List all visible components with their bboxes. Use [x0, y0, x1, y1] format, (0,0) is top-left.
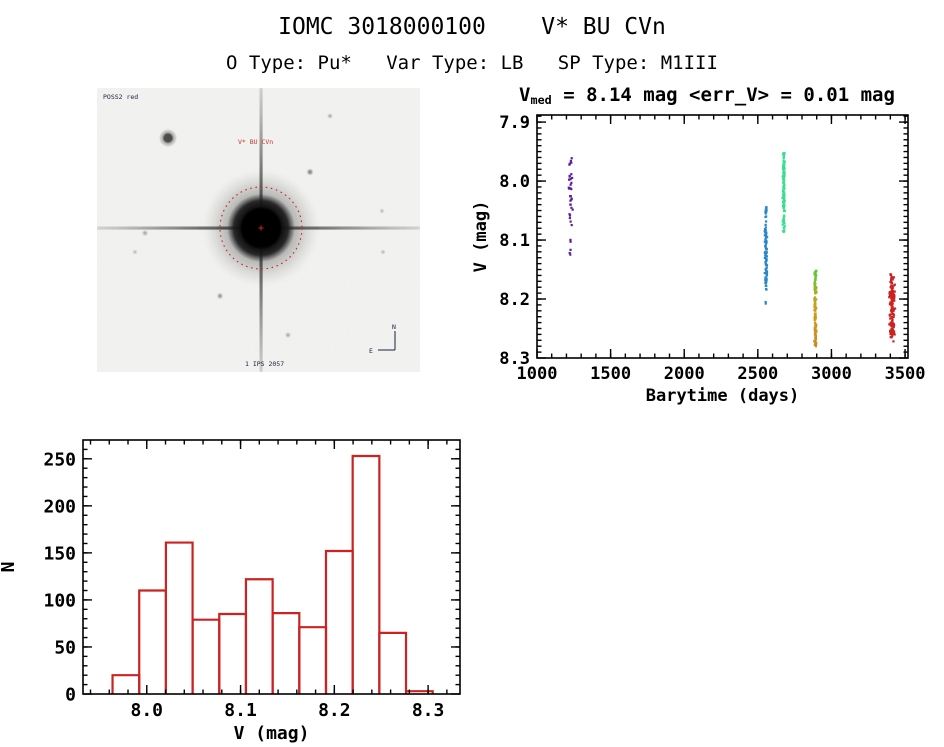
data-points-epoch-5 — [888, 273, 897, 343]
x-axis-label: V (mag) — [234, 723, 310, 744]
plot-frame — [82, 439, 461, 695]
lightcurve-plot: 1000 1500 2000 2500 3000 3500 7.9 8.0 8.1 8.2 8.3 B… — [471, 113, 926, 406]
target-cross-icon — [258, 225, 264, 231]
histogram-bar — [324, 549, 354, 694]
svg-text:150: 150 — [43, 543, 76, 564]
tick-labels: 1000 1500 2000 2500 3000 3500 7.9 8.0 8.1 8.2 8.3 — [499, 113, 925, 384]
histogram-bar — [218, 612, 248, 694]
tick-labels: 8.0 8.1 8.2 8.3 0 50 100 150 200 250 — [43, 449, 444, 721]
histogram-bars — [111, 454, 434, 694]
x-axis-label: Barytime (days) — [646, 386, 800, 406]
star-field: POSS2 red V* BU CVn 1 IPS 2057 N E — [97, 88, 420, 372]
data-points-epoch-2 — [763, 206, 769, 305]
svg-text:2500: 2500 — [737, 364, 778, 384]
axis-ticks — [83, 440, 460, 695]
svg-text:8.0: 8.0 — [131, 700, 164, 721]
histogram-bar — [111, 674, 141, 694]
svg-text:250: 250 — [43, 449, 76, 470]
svg-text:50: 50 — [54, 637, 76, 658]
plot-frame — [536, 114, 909, 359]
field-stars — [133, 114, 385, 337]
histogram-bar — [191, 618, 221, 694]
svg-text:8.1: 8.1 — [224, 700, 257, 721]
compass-icon: N E — [369, 323, 396, 355]
svg-text:N: N — [392, 323, 396, 331]
svg-text:8.3: 8.3 — [499, 349, 530, 369]
svg-text:1500: 1500 — [590, 364, 631, 384]
page-title: IOMC 3018000100 V* BU CVn — [278, 14, 666, 40]
svg-text:8.2: 8.2 — [318, 700, 351, 721]
y-axis-label: V (mag) — [471, 201, 491, 273]
y-axis-label: N — [0, 562, 19, 573]
data-points-epoch-3 — [781, 152, 787, 234]
svg-text:100: 100 — [43, 590, 76, 611]
svg-text:8.0: 8.0 — [499, 172, 530, 192]
lightcurve-panel: Vmed = 8.14 mag <err_V> = 0.01 mag 1000 1… — [470, 85, 944, 415]
histogram-bar — [404, 690, 434, 694]
histogram-plot: 8.0 8.1 8.2 8.3 0 50 100 150 200 250 V (mag) N — [0, 439, 461, 744]
page-subtitle: O Type: Pu* Var Type: LB SP Type: M1III — [226, 52, 718, 74]
svg-text:E: E — [369, 347, 373, 355]
chart-caption: 1 IPS 2057 — [245, 360, 284, 368]
svg-text:200: 200 — [43, 496, 76, 517]
svg-text:3500: 3500 — [885, 364, 926, 384]
histogram-bar — [138, 589, 168, 694]
finding-chart-image: POSS2 red V* BU CVn 1 IPS 2057 N E — [97, 88, 420, 372]
histogram-bar — [378, 631, 408, 694]
data-points-epoch-1 — [567, 157, 574, 256]
aperture-circle — [219, 186, 303, 270]
survey-label: POSS2 red — [103, 93, 138, 101]
svg-text:2000: 2000 — [664, 364, 705, 384]
star-name-label: V* BU CVn — [238, 138, 273, 146]
svg-text:7.9: 7.9 — [499, 113, 530, 133]
svg-text:3000: 3000 — [811, 364, 852, 384]
svg-text:8.3: 8.3 — [412, 700, 445, 721]
histogram-bar — [351, 454, 381, 694]
svg-text:0: 0 — [65, 684, 76, 705]
histogram-bar — [271, 611, 301, 694]
svg-text:1000: 1000 — [517, 364, 558, 384]
lightcurve-title: Vmed = 8.14 mag <err_V> = 0.01 mag — [519, 84, 895, 107]
histogram-bar — [164, 541, 194, 694]
data-points-epoch-4 — [813, 269, 818, 348]
svg-text:8.2: 8.2 — [499, 290, 530, 310]
histogram-bar — [298, 626, 328, 694]
histogram-bar — [244, 578, 274, 694]
histogram-panel: 8.0 8.1 8.2 8.3 0 50 100 150 200 250 V (mag) N — [0, 430, 480, 747]
axis-ticks — [536, 115, 908, 359]
svg-text:8.1: 8.1 — [499, 231, 530, 251]
